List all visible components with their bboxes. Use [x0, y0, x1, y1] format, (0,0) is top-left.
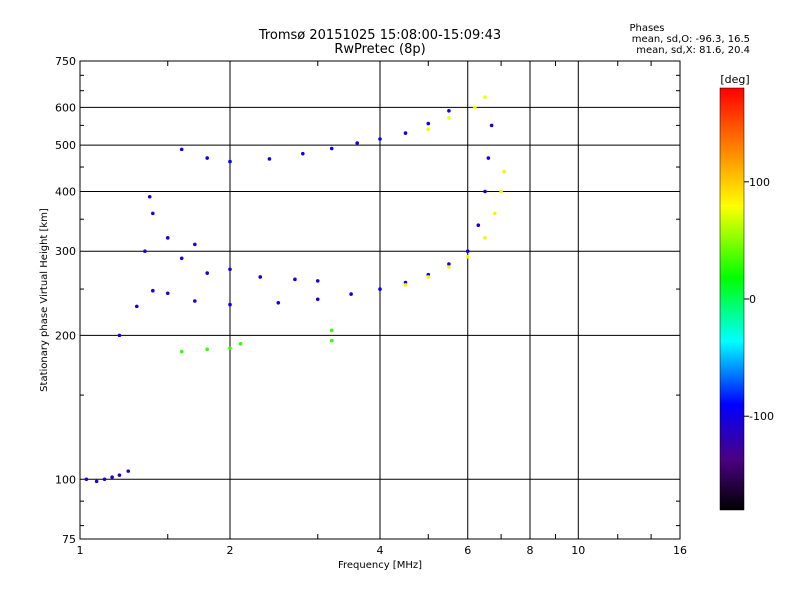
y-tick-label: 500	[55, 139, 76, 152]
echo-point	[151, 288, 155, 293]
colorbar-ticks: 100 0 -100	[744, 176, 774, 423]
x-tick-label: 2	[227, 544, 234, 557]
echo-point	[447, 109, 451, 113]
echo-point	[205, 156, 209, 160]
echo-point	[483, 95, 487, 99]
echo-point	[465, 249, 470, 254]
echo-point	[349, 292, 353, 296]
echo-point	[94, 479, 99, 484]
echo-point	[447, 265, 451, 269]
echo-point	[447, 116, 451, 120]
echo-point	[110, 475, 114, 480]
x-tick-label: 8	[527, 544, 534, 557]
echo-point	[165, 291, 170, 296]
echo-point	[134, 304, 139, 309]
echo-point	[403, 283, 408, 287]
echo-point	[301, 151, 305, 156]
phase-mean-o: mean, sd,O: -96.3, 16.5	[632, 34, 750, 45]
y-tick-label: 300	[55, 245, 76, 258]
echo-point	[228, 346, 232, 351]
echo-point	[117, 473, 122, 477]
echo-point	[126, 469, 131, 473]
plot-frame	[79, 60, 681, 540]
echo-point	[315, 279, 320, 283]
echo-point	[258, 275, 263, 279]
echo-point	[147, 194, 152, 199]
y-axis-ticks: 75 100 200 300 400 500 600 750	[55, 55, 76, 546]
echo-point	[329, 328, 334, 333]
echo-point	[228, 267, 232, 272]
echo-point	[193, 299, 197, 303]
echo-point	[228, 302, 232, 307]
echo-point	[329, 338, 334, 343]
echo-point	[426, 121, 431, 126]
x-tick-label: 6	[464, 544, 471, 557]
echo-point	[426, 127, 431, 131]
phase-mean-x: mean, sd,X: 81.6, 20.4	[636, 45, 750, 56]
echo-point	[493, 211, 497, 216]
echo-point	[165, 236, 170, 240]
echo-point	[499, 189, 503, 194]
echo-point	[143, 249, 147, 254]
echo-point	[205, 271, 209, 275]
x-tick-label: 16	[673, 544, 687, 557]
data-points	[84, 95, 506, 484]
echo-point	[179, 147, 184, 152]
colorbar	[719, 87, 745, 511]
echo-point	[378, 287, 382, 291]
phase-heading: Phases	[629, 23, 664, 34]
y-tick-label: 750	[55, 55, 76, 68]
echo-point	[151, 211, 155, 216]
colorbar-label: [deg]	[720, 73, 749, 86]
echo-point	[293, 277, 297, 282]
echo-point	[483, 236, 487, 240]
echo-point	[329, 146, 334, 151]
y-tick-label: 75	[62, 533, 76, 546]
echo-point	[403, 131, 408, 135]
y-tick-label: 100	[55, 473, 76, 486]
echo-point	[179, 349, 184, 354]
echo-point	[102, 477, 107, 482]
y-axis-label: Stationary phase Virtual Height [km]	[39, 208, 50, 392]
echo-point	[486, 156, 491, 160]
echo-point	[378, 137, 382, 141]
y-tick-label: 600	[55, 101, 76, 114]
echo-point	[179, 256, 184, 261]
echo-point	[355, 141, 359, 145]
echo-point	[117, 333, 122, 338]
echo-point	[502, 169, 506, 174]
echo-point	[228, 159, 232, 164]
echo-point	[476, 223, 481, 228]
echo-point	[267, 157, 272, 161]
colorbar-tick-label: 100	[749, 176, 770, 189]
echo-point	[238, 342, 243, 346]
y-tick-label: 400	[55, 185, 76, 198]
x-axis-ticks: 1 2 4 6 8 10 16	[77, 544, 688, 557]
echo-point	[483, 189, 487, 194]
echo-point	[465, 255, 470, 259]
echo-point	[473, 105, 477, 110]
echo-point	[84, 477, 89, 482]
x-axis-label: Frequency [MHz]	[338, 560, 422, 571]
x-tick-label: 1	[77, 544, 84, 557]
plot-grid	[80, 61, 680, 539]
chart-title: Tromsø 20151025 15:08:00-15:09:43	[258, 28, 501, 43]
echo-point	[276, 300, 281, 305]
colorbar-tick-label: -100	[749, 410, 774, 423]
echo-point	[447, 262, 451, 266]
colorbar-tick-label: 0	[749, 293, 756, 306]
x-tick-label: 4	[377, 544, 384, 557]
echo-point	[315, 297, 320, 302]
y-tick-label: 200	[55, 329, 76, 342]
echo-point	[205, 347, 209, 352]
echo-point	[193, 242, 197, 247]
echo-point	[426, 275, 431, 279]
echo-point	[489, 123, 494, 128]
x-tick-label: 10	[571, 544, 585, 557]
chart-subtitle: RwPretec (8p)	[334, 42, 425, 57]
